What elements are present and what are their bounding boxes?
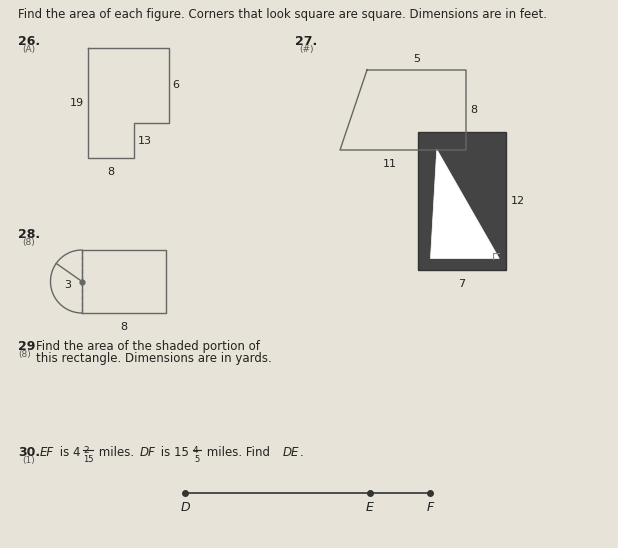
Text: 28.: 28. — [18, 228, 40, 241]
Text: (A): (A) — [22, 45, 35, 54]
Text: 3: 3 — [64, 281, 71, 290]
Text: 19: 19 — [70, 98, 84, 108]
Text: DF: DF — [140, 446, 156, 459]
Text: this rectangle. Dimensions are in yards.: this rectangle. Dimensions are in yards. — [36, 352, 272, 365]
Text: is 15: is 15 — [157, 446, 189, 459]
Text: F: F — [426, 501, 434, 514]
Text: miles. Find: miles. Find — [203, 446, 274, 459]
Text: is 4: is 4 — [56, 446, 80, 459]
Text: EF: EF — [40, 446, 54, 459]
Text: miles.: miles. — [95, 446, 138, 459]
Text: (#): (#) — [299, 45, 313, 54]
Text: 2: 2 — [83, 446, 88, 455]
Text: 26.: 26. — [18, 35, 40, 48]
Text: 8: 8 — [121, 322, 127, 332]
Text: 7: 7 — [458, 279, 465, 289]
Text: 5: 5 — [194, 455, 199, 464]
Text: 8: 8 — [470, 105, 477, 115]
Text: 6: 6 — [172, 81, 179, 90]
Text: 15: 15 — [83, 455, 93, 464]
Text: 27.: 27. — [295, 35, 317, 48]
Text: 12: 12 — [510, 196, 525, 206]
Text: 5: 5 — [413, 54, 420, 64]
Text: Find the area of the shaded portion of: Find the area of the shaded portion of — [36, 340, 260, 353]
Text: 29: 29 — [18, 340, 35, 353]
Text: 13: 13 — [137, 135, 151, 146]
Text: (8): (8) — [18, 350, 31, 359]
Text: 30.: 30. — [18, 446, 40, 459]
Text: Find the area of each figure. Corners that look square are square. Dimensions ar: Find the area of each figure. Corners th… — [18, 8, 547, 21]
Text: 11: 11 — [383, 159, 397, 169]
Text: 8: 8 — [108, 167, 115, 177]
Text: 4: 4 — [193, 446, 198, 455]
Text: E: E — [366, 501, 374, 514]
Polygon shape — [418, 132, 506, 270]
Text: D: D — [180, 501, 190, 514]
Text: (1): (1) — [22, 456, 35, 465]
Polygon shape — [431, 149, 499, 259]
Text: (8): (8) — [22, 238, 35, 247]
Text: DE: DE — [283, 446, 299, 459]
Text: .: . — [300, 446, 304, 459]
